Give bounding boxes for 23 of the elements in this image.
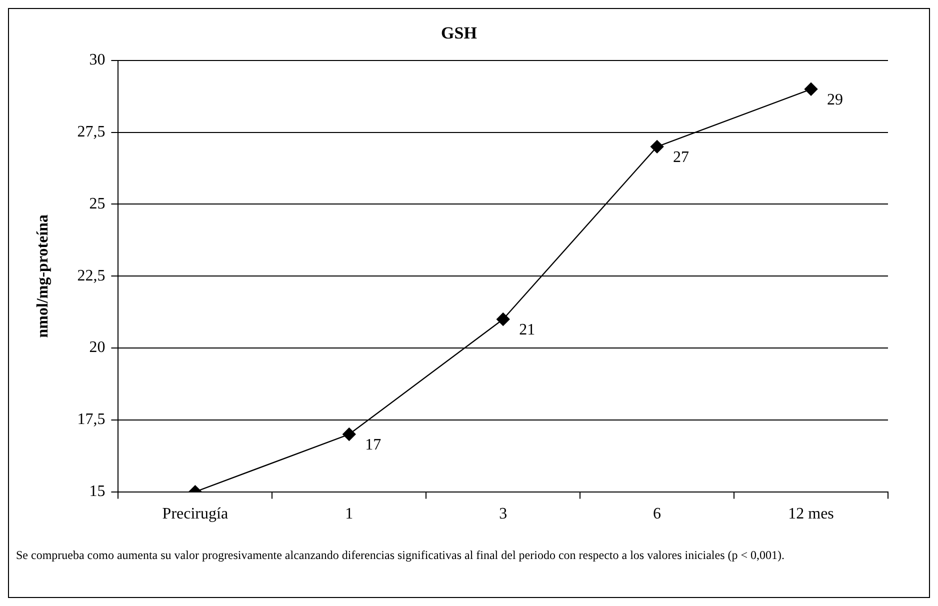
y-tick-label: 30 xyxy=(89,52,106,69)
x-tick-label: 12 mes xyxy=(788,506,834,523)
point xyxy=(342,428,356,441)
y-tick-label: 27,5 xyxy=(77,124,106,141)
y-tick-label: 20 xyxy=(89,339,106,356)
y-axis-title: nmol/mg-proteína xyxy=(34,214,52,338)
y-tick-label: 22,5 xyxy=(77,267,106,284)
point xyxy=(496,312,510,326)
y-tick-label: 17,5 xyxy=(77,411,106,428)
x-tick-label: 1 xyxy=(345,506,354,523)
chart-title: GSH xyxy=(441,24,477,43)
x-tick-label: 3 xyxy=(499,506,508,523)
point xyxy=(804,82,818,96)
x-tick-label: Precirugía xyxy=(162,506,228,523)
text: Se comprueba como aumenta su valor progresivamente alcanzando diferencias significativas al final del periodo con respecto a los valores iniciales (p < 0,001). xyxy=(16,548,786,562)
point xyxy=(650,140,664,154)
data-label: 27 xyxy=(673,148,690,166)
data-label: 21 xyxy=(519,321,536,338)
y-tick-label: 25 xyxy=(89,195,106,212)
data-label: 17 xyxy=(365,436,382,454)
y-tick-label: 15 xyxy=(89,483,106,500)
x-tick-label: 6 xyxy=(653,506,662,523)
data-label: 29 xyxy=(827,91,844,108)
